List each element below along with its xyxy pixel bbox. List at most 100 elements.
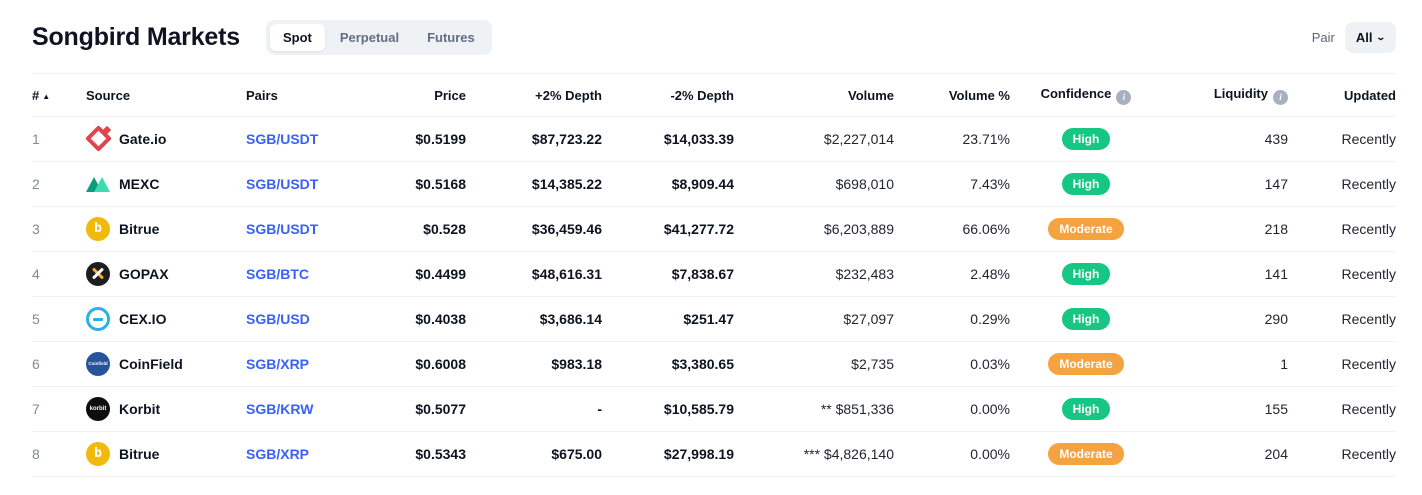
header-liquidity[interactable]: Liquidity i xyxy=(1162,73,1288,117)
volume-pct-value: 7.43% xyxy=(970,175,1010,192)
volume-pct-value: 66.06% xyxy=(962,220,1010,237)
gateio-exchange-icon xyxy=(86,127,110,151)
market-row: 1 Gate.io SGB/USDT $0.5199 $87,723.22 $1… xyxy=(32,116,1396,162)
rank-number: 2 xyxy=(32,175,40,192)
updated-value: Recently xyxy=(1341,355,1396,372)
confidence-badge: High xyxy=(1061,127,1111,150)
pair-filter: Pair All ⌄ xyxy=(1312,22,1396,53)
header-volume[interactable]: Volume xyxy=(734,73,894,117)
volume-pct-value: 0.29% xyxy=(970,310,1010,327)
price-value: $0.4038 xyxy=(415,310,466,327)
market-type-tabs: Spot Perpetual Futures xyxy=(265,20,492,55)
depth-minus-value: $8,909.44 xyxy=(671,175,734,192)
volume-value: $2,735 xyxy=(851,355,894,372)
price-value: $0.5343 xyxy=(415,445,466,462)
header-pairs[interactable]: Pairs xyxy=(246,73,364,117)
price-value: $0.5168 xyxy=(415,175,466,192)
sort-asc-icon: ▲ xyxy=(42,91,51,101)
exchange-link[interactable]: CEX.IO xyxy=(86,306,246,331)
markets-table: # ▲ Source Pairs Price +2% Depth -2% Dept… xyxy=(32,73,1396,477)
market-table-body: 1 Gate.io SGB/USDT $0.5199 $87,723.22 $1… xyxy=(32,116,1396,477)
price-value: $0.5077 xyxy=(415,400,466,417)
pair-link[interactable]: SGB/XRP xyxy=(246,355,310,372)
volume-pct-value: 0.00% xyxy=(970,445,1010,462)
depth-minus-value: $27,998.19 xyxy=(663,445,734,462)
pair-filter-dropdown[interactable]: All ⌄ xyxy=(1344,22,1396,53)
exchange-name: Gate.io xyxy=(119,130,167,147)
exchange-link[interactable]: MEXC xyxy=(86,172,246,196)
confidence-badge: High xyxy=(1061,307,1111,330)
pair-link[interactable]: SGB/BTC xyxy=(246,265,309,282)
korbit-exchange-icon xyxy=(86,396,110,421)
pair-link[interactable]: SGB/XRP xyxy=(246,445,310,462)
exchange-name: Bitrue xyxy=(119,220,160,237)
info-icon[interactable]: i xyxy=(1116,89,1132,105)
header-rank[interactable]: # ▲ xyxy=(32,73,86,117)
header-price[interactable]: Price xyxy=(364,73,466,117)
exchange-name: Bitrue xyxy=(119,445,160,462)
exchange-link[interactable]: CoinField xyxy=(86,351,246,376)
pair-link[interactable]: SGB/KRW xyxy=(246,400,314,417)
chevron-down-icon: ⌄ xyxy=(1375,32,1387,42)
depth-plus-value: $3,686.14 xyxy=(539,310,602,327)
volume-pct-value: 2.48% xyxy=(970,265,1010,282)
depth-plus-value: $14,385.22 xyxy=(531,175,602,192)
liquidity-value: 155 xyxy=(1264,400,1288,417)
coinfield-exchange-icon xyxy=(86,351,110,376)
tab-perpetual[interactable]: Perpetual xyxy=(327,24,412,51)
depth-plus-value: $983.18 xyxy=(551,355,602,372)
rank-number: 8 xyxy=(32,445,40,462)
price-value: $0.4499 xyxy=(415,265,466,282)
gopax-exchange-icon xyxy=(86,261,110,286)
volume-value: $2,227,014 xyxy=(823,130,894,147)
pair-link[interactable]: SGB/USDT xyxy=(246,175,319,192)
header-source[interactable]: Source xyxy=(86,73,246,117)
page-title: Songbird Markets xyxy=(32,23,240,51)
pair-link[interactable]: SGB/USDT xyxy=(246,220,319,237)
pair-link[interactable]: SGB/USD xyxy=(246,310,310,327)
header-confidence[interactable]: Confidence i xyxy=(1010,73,1162,117)
tab-futures[interactable]: Futures xyxy=(414,24,488,51)
exchange-link[interactable]: Korbit xyxy=(86,396,246,421)
bitrue-exchange-icon xyxy=(86,441,110,466)
volume-pct-value: 0.00% xyxy=(970,400,1010,417)
header-volume-pct[interactable]: Volume % xyxy=(894,73,1010,117)
exchange-link[interactable]: GOPAX xyxy=(86,261,246,286)
price-value: $0.528 xyxy=(423,220,466,237)
liquidity-value: 1 xyxy=(1280,355,1288,372)
liquidity-value: 290 xyxy=(1264,310,1288,327)
market-row: 6 CoinField SGB/XRP $0.6008 $983.18 $3,3… xyxy=(32,341,1396,387)
exchange-link[interactable]: Bitrue xyxy=(86,441,246,466)
topbar: Songbird Markets Spot Perpetual Futures Pa… xyxy=(32,0,1396,55)
exchange-name: CoinField xyxy=(119,355,183,372)
depth-minus-value: $251.47 xyxy=(683,310,734,327)
volume-value: $232,483 xyxy=(835,265,894,282)
mexc-exchange-icon xyxy=(86,172,110,196)
bitrue-exchange-icon xyxy=(86,216,110,241)
exchange-link[interactable]: Bitrue xyxy=(86,216,246,241)
info-icon[interactable]: i xyxy=(1273,89,1288,105)
exchange-name: GOPAX xyxy=(119,265,169,282)
header-depth-plus[interactable]: +2% Depth xyxy=(466,73,602,117)
liquidity-value: 439 xyxy=(1264,130,1288,147)
market-row: 7 Korbit SGB/KRW $0.5077 - $10,585.79 **… xyxy=(32,386,1396,432)
volume-value: *** $4,826,140 xyxy=(803,445,894,462)
liquidity-value: 218 xyxy=(1264,220,1288,237)
exchange-link[interactable]: Gate.io xyxy=(86,127,246,151)
depth-minus-value: $41,277.72 xyxy=(663,220,734,237)
updated-value: Recently xyxy=(1341,310,1396,327)
price-value: $0.6008 xyxy=(415,355,466,372)
confidence-badge: Moderate xyxy=(1048,217,1124,240)
rank-number: 3 xyxy=(32,220,40,237)
tab-spot[interactable]: Spot xyxy=(269,24,325,51)
confidence-badge: High xyxy=(1061,397,1111,420)
volume-value: $698,010 xyxy=(835,175,894,192)
depth-minus-value: $7,838.67 xyxy=(671,265,734,282)
volume-value: ** $851,336 xyxy=(820,400,894,417)
market-row: 3 Bitrue SGB/USDT $0.528 $36,459.46 $41,… xyxy=(32,206,1396,252)
header-depth-minus[interactable]: -2% Depth xyxy=(602,73,734,117)
header-updated[interactable]: Updated xyxy=(1288,73,1396,117)
pair-link[interactable]: SGB/USDT xyxy=(246,130,319,147)
price-value: $0.5199 xyxy=(415,130,466,147)
depth-plus-value: - xyxy=(597,400,602,417)
